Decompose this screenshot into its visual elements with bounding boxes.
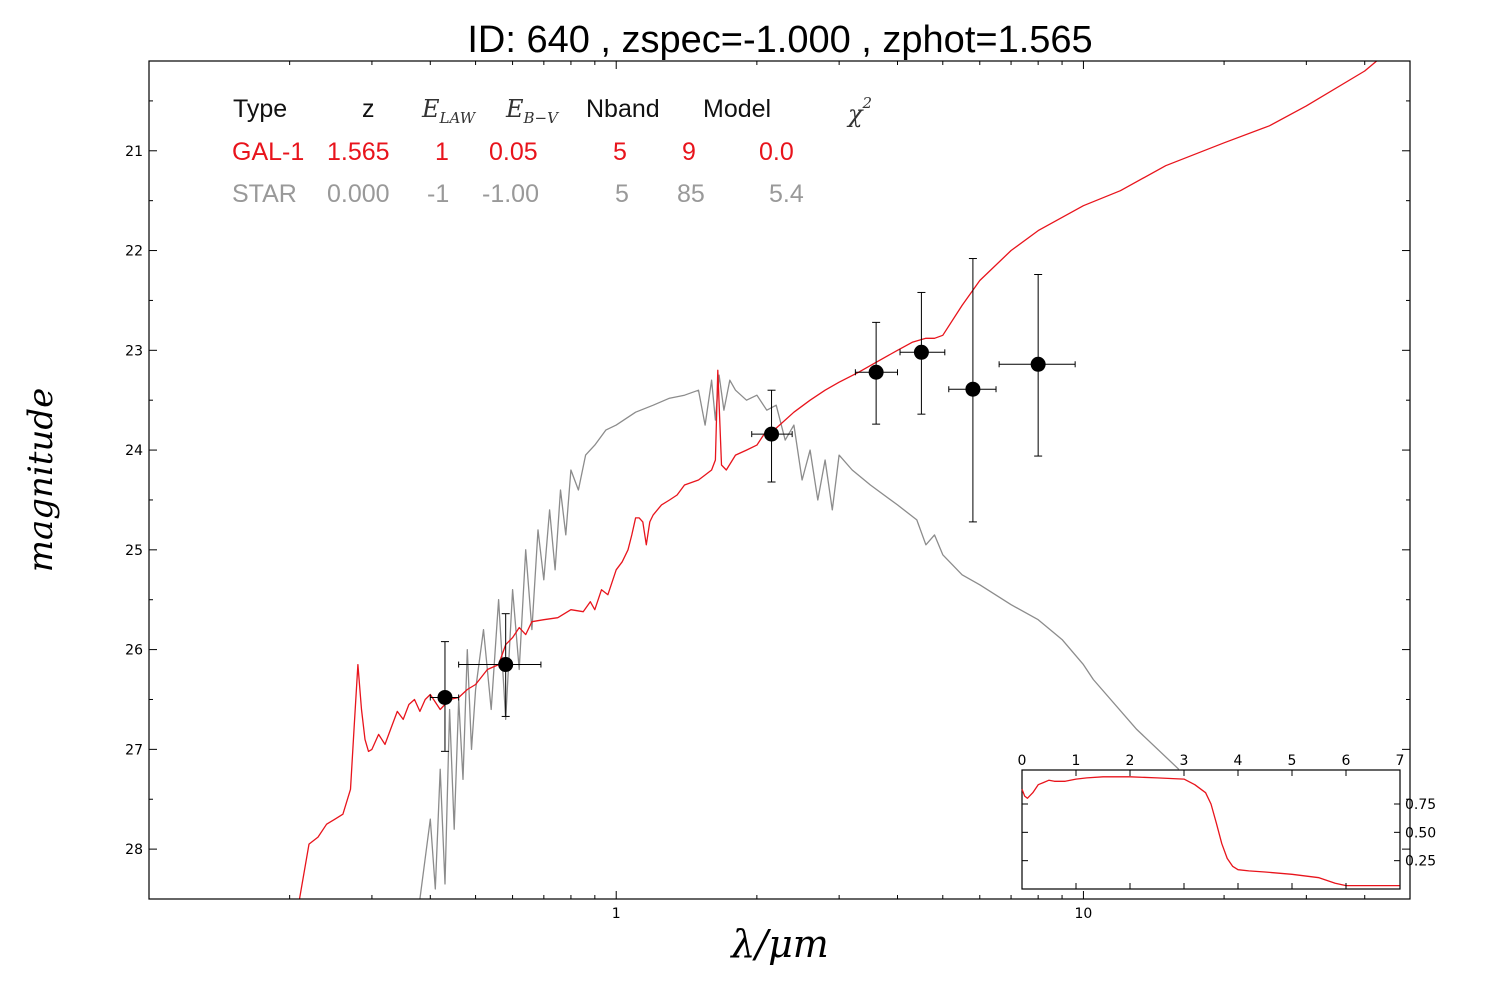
row-gal-ebv: 0.05 xyxy=(489,138,538,166)
star-template-line xyxy=(419,374,1180,899)
photometry-point xyxy=(458,613,542,717)
photometry-marker xyxy=(437,689,453,705)
row-gal-nband: 5 xyxy=(613,138,627,166)
row-gal-z: 1.565 xyxy=(327,138,390,166)
y-tick-label: 25 xyxy=(125,543,143,559)
inset-x-tick-label: 1 xyxy=(1072,753,1081,769)
galaxy-template-line xyxy=(298,61,1378,899)
plot-frame xyxy=(148,60,1411,900)
y-tick-label: 28 xyxy=(125,842,143,858)
y-tick-label: 27 xyxy=(125,742,143,758)
inset-x-tick-label: 0 xyxy=(1018,753,1027,769)
row-gal-type: GAL-1 xyxy=(232,138,304,166)
y-tick-label: 21 xyxy=(125,144,143,160)
row-star-type: STAR xyxy=(232,180,297,208)
figure-title: ID: 640 , zspec=-1.000 , zphot=1.565 xyxy=(467,19,1092,61)
y-tick-label: 23 xyxy=(125,343,143,359)
header-chi2: χ2 xyxy=(846,94,872,128)
inset-plot-area: 0 1 2 3 4 5 6 7 0.25 0.50 0.75 xyxy=(1018,753,1436,890)
photometry-marker xyxy=(498,657,514,673)
inset-y-tick-label: 0.75 xyxy=(1405,797,1436,813)
photometry-point xyxy=(751,389,793,483)
fit-row-galaxy: GAL-1 1.565 1 0.05 5 9 0.0 xyxy=(232,138,794,166)
photometry-marker xyxy=(965,381,981,397)
row-star-model: 85 xyxy=(677,180,705,208)
header-elaw: ELAW xyxy=(421,95,477,127)
inset-frame xyxy=(1021,769,1401,890)
photometry-marker xyxy=(764,426,780,442)
inset-y-tick-label: 0.25 xyxy=(1405,854,1436,870)
header-model: Model xyxy=(703,95,771,123)
header-nband: Nband xyxy=(586,95,660,123)
photometry-point xyxy=(899,291,946,415)
row-gal-model: 9 xyxy=(682,138,696,166)
inset-x-tick-label: 7 xyxy=(1396,753,1405,769)
x-axis-label: λ/μm xyxy=(729,922,829,966)
inset-y-tick-label: 0.50 xyxy=(1405,825,1436,841)
row-star-nband: 5 xyxy=(615,180,629,208)
row-gal-elaw: 1 xyxy=(435,138,449,166)
y-tick-label: 26 xyxy=(125,643,143,659)
row-star-chi2: 5.4 xyxy=(769,180,804,208)
photometry-marker xyxy=(868,364,884,380)
photometry-marker xyxy=(1030,356,1046,372)
inset-redshift-pdf-line xyxy=(1021,776,1400,887)
row-star-ebv: -1.00 xyxy=(482,180,539,208)
x-tick-label: 10 xyxy=(1075,906,1093,922)
row-star-elaw: -1 xyxy=(427,180,449,208)
photometry-marker xyxy=(913,344,929,360)
photometry-point xyxy=(429,641,460,752)
plot-content xyxy=(298,61,1378,899)
inset-x-tick-label: 5 xyxy=(1288,753,1297,769)
row-gal-chi2: 0.0 xyxy=(759,138,794,166)
inset-x-tick-label: 2 xyxy=(1126,753,1135,769)
header-ebv: EB−V xyxy=(505,95,560,127)
fit-table-header: Type z ELAW EB−V Nband Model χ2 xyxy=(233,94,872,128)
inset-x-tick-label: 6 xyxy=(1342,753,1351,769)
inset-x-tick-label: 3 xyxy=(1180,753,1189,769)
photometry-point xyxy=(948,258,997,523)
y-axis-label: magnitude xyxy=(21,388,61,573)
inset-x-tick-label: 4 xyxy=(1234,753,1243,769)
y-tick-label: 24 xyxy=(125,443,143,459)
header-z: z xyxy=(362,95,375,123)
photometry-point xyxy=(998,273,1076,457)
fit-row-star: STAR 0.000 -1 -1.00 5 85 5.4 xyxy=(232,180,804,208)
header-type: Type xyxy=(233,95,287,123)
photometry-point xyxy=(854,321,899,425)
x-tick-label: 1 xyxy=(612,906,621,922)
fit-table: Type z ELAW EB−V Nband Model χ2 GAL-1 1.… xyxy=(232,94,872,208)
y-tick-label: 22 xyxy=(125,244,143,260)
row-star-z: 0.000 xyxy=(327,180,390,208)
